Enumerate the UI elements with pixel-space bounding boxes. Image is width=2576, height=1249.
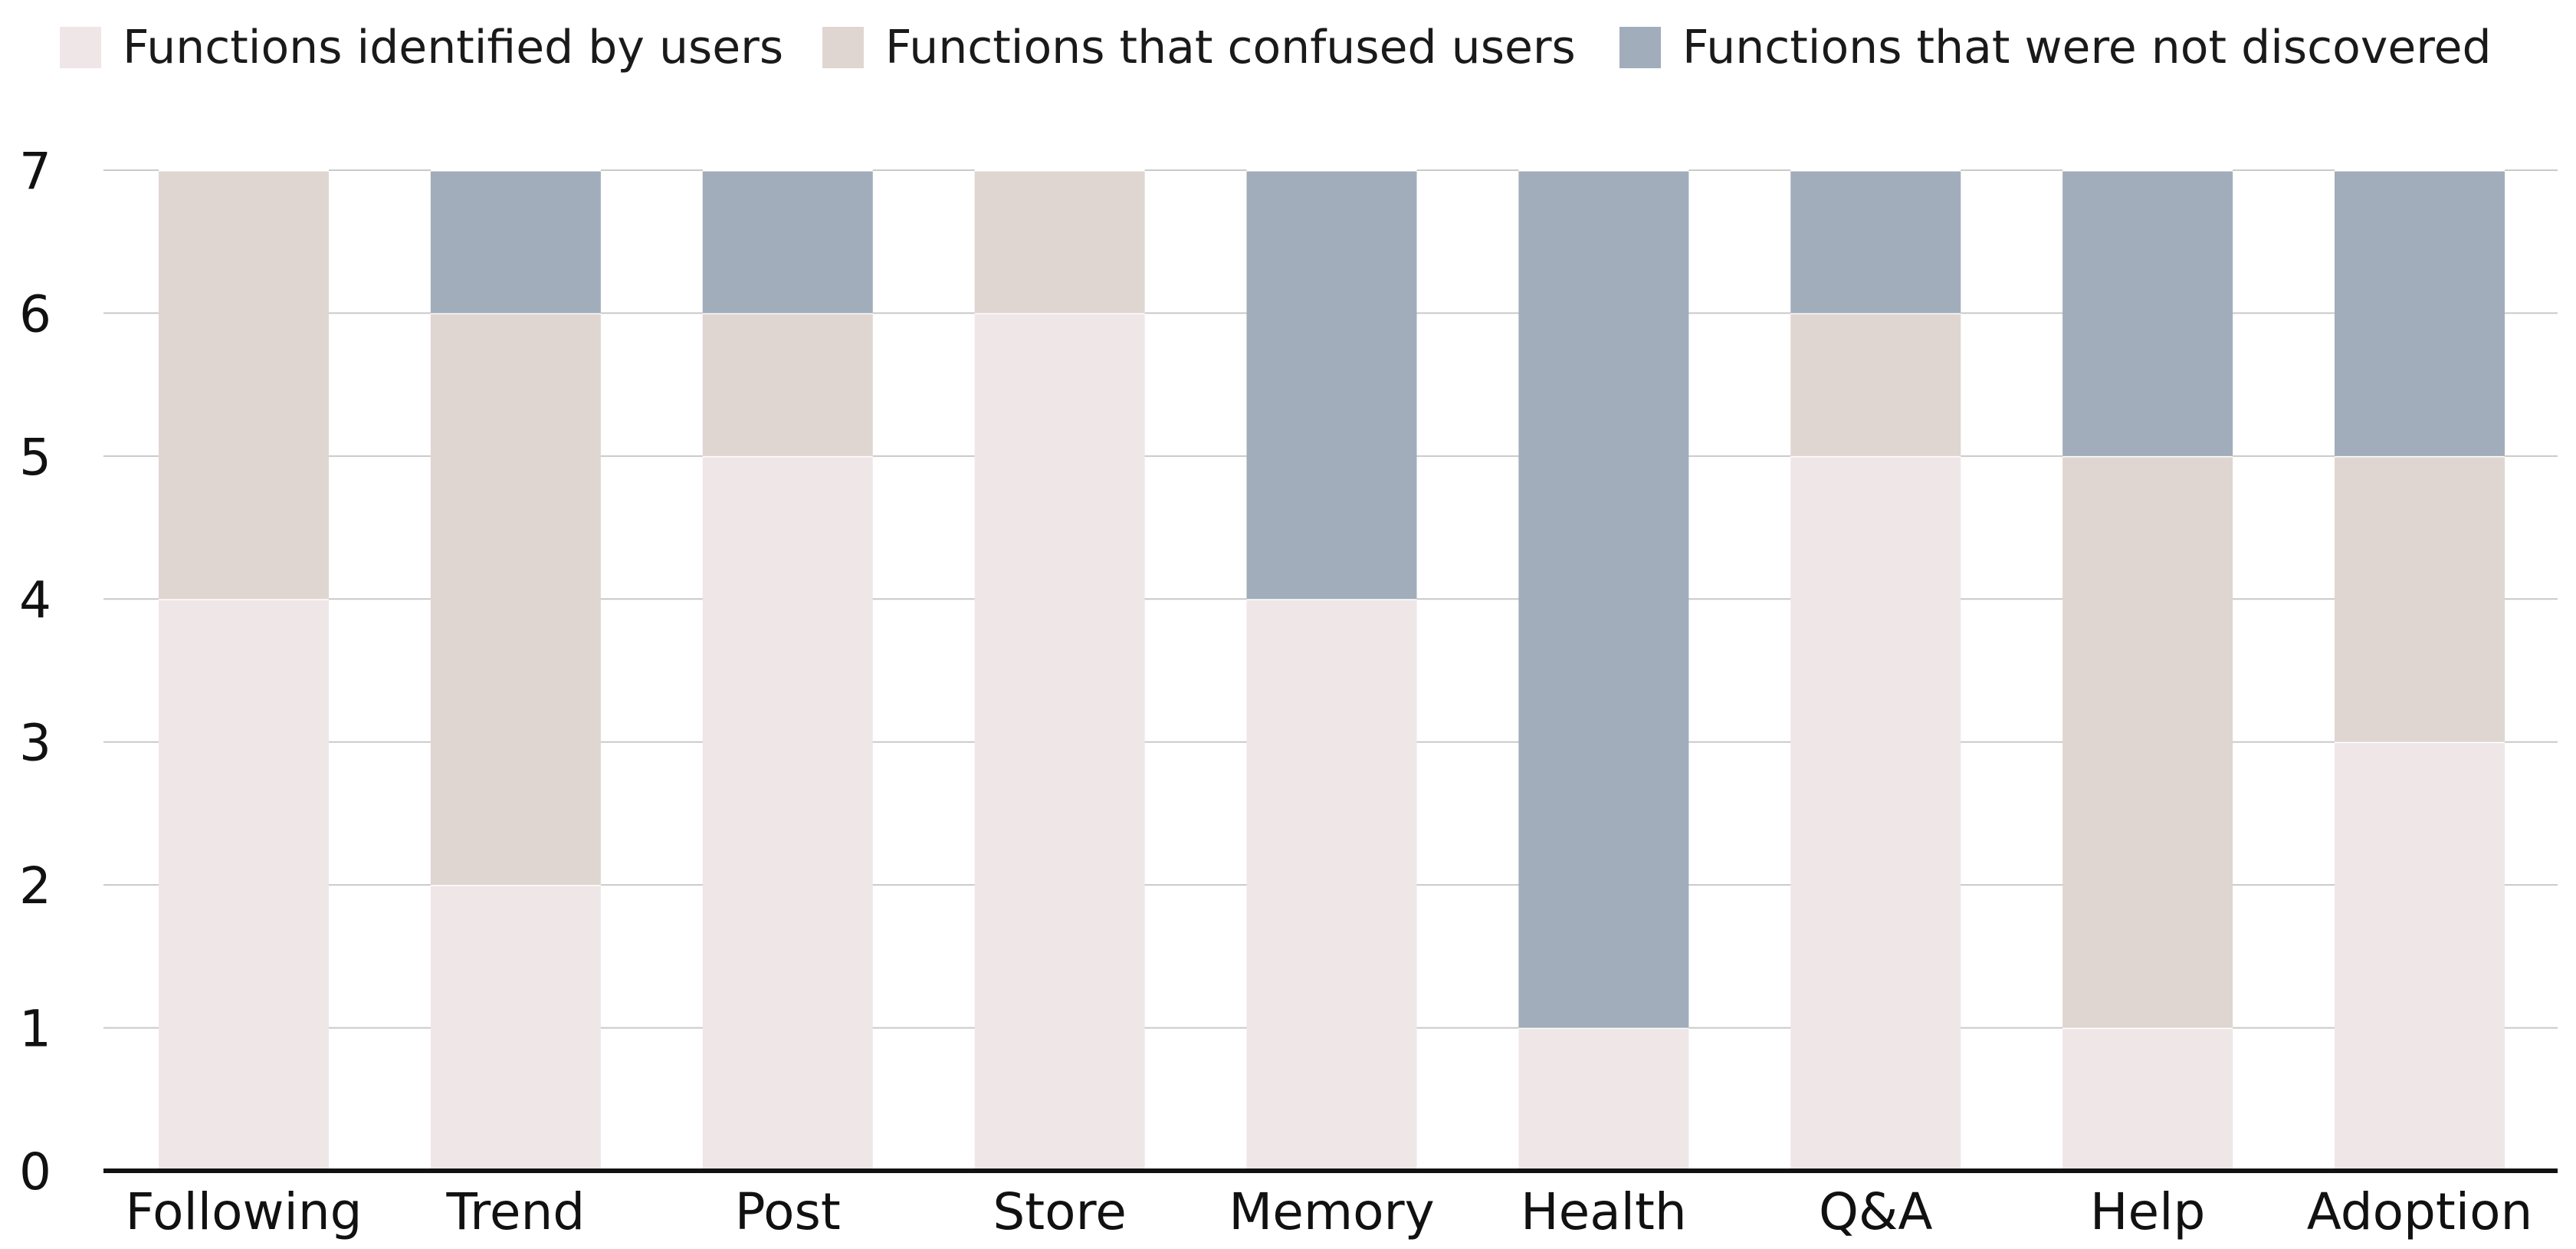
y-tick-label: 4 bbox=[19, 570, 51, 629]
bar-segment bbox=[974, 313, 1145, 1171]
bar-segment bbox=[159, 599, 329, 1171]
bar-segment bbox=[702, 455, 873, 1171]
bar-segment bbox=[430, 313, 601, 886]
x-tick-label: Following bbox=[125, 1182, 362, 1241]
bar-segment bbox=[2062, 170, 2233, 456]
y-tick-label: 2 bbox=[19, 856, 51, 915]
bar-segment bbox=[1246, 170, 1417, 600]
x-tick-label: Post bbox=[735, 1182, 841, 1241]
legend-item-confused: Functions that confused users bbox=[822, 21, 1576, 74]
x-tick-label: Q&A bbox=[1819, 1182, 1933, 1241]
bars bbox=[159, 169, 2505, 1171]
legend-swatch-confused bbox=[822, 27, 864, 68]
x-tick-label: Help bbox=[2090, 1182, 2205, 1241]
bar-segment bbox=[2335, 741, 2505, 1171]
bar-segment bbox=[2062, 1027, 2233, 1171]
y-tick-labels: 0 1 2 3 4 5 6 7 bbox=[19, 142, 51, 1201]
legend-label-confused: Functions that confused users bbox=[885, 21, 1576, 74]
legend-item-identified: Functions identified by users bbox=[60, 21, 783, 74]
bar-segment bbox=[1518, 1027, 1689, 1171]
bar-segment bbox=[702, 170, 873, 314]
y-tick-label: 0 bbox=[19, 1142, 51, 1201]
bar-segment bbox=[1790, 455, 1961, 1171]
bar-segment bbox=[1790, 170, 1961, 314]
x-tick-label: Memory bbox=[1229, 1182, 1434, 1241]
x-tick-label: Health bbox=[1521, 1182, 1687, 1241]
y-tick-label: 5 bbox=[19, 428, 51, 487]
y-tick-label: 6 bbox=[19, 284, 51, 343]
legend-swatch-identified bbox=[60, 27, 101, 68]
bar-segment bbox=[2062, 455, 2233, 1028]
legend-item-not-discovered: Functions that were not discovered bbox=[1619, 21, 2492, 74]
bar-segment bbox=[430, 885, 601, 1171]
x-tick-label: Adoption bbox=[2307, 1182, 2533, 1241]
bar-segment bbox=[1518, 170, 1689, 1028]
bar-segment bbox=[430, 170, 601, 314]
bar-segment bbox=[2335, 170, 2505, 456]
y-tick-label: 3 bbox=[19, 714, 51, 773]
bar-segment bbox=[1790, 313, 1961, 456]
x-tick-label: Trend bbox=[446, 1182, 586, 1241]
bar-segment bbox=[974, 170, 1145, 314]
bar-segment bbox=[2335, 455, 2505, 742]
bar-segment bbox=[702, 313, 873, 456]
y-tick-label: 1 bbox=[19, 1000, 51, 1059]
bar-segment bbox=[159, 170, 329, 600]
legend: Functions identified by users Functions … bbox=[0, 0, 2576, 92]
legend-swatch-not-discovered bbox=[1619, 27, 1661, 68]
x-tick-label: Store bbox=[993, 1182, 1126, 1241]
legend-label-identified: Functions identified by users bbox=[123, 21, 784, 74]
legend-label-not-discovered: Functions that were not discovered bbox=[1682, 21, 2492, 74]
bar-segment bbox=[1246, 599, 1417, 1171]
x-tick-labels: Following Trend Post Store Memory Health Q&A He… bbox=[125, 1182, 2532, 1241]
y-tick-label: 7 bbox=[19, 142, 51, 201]
